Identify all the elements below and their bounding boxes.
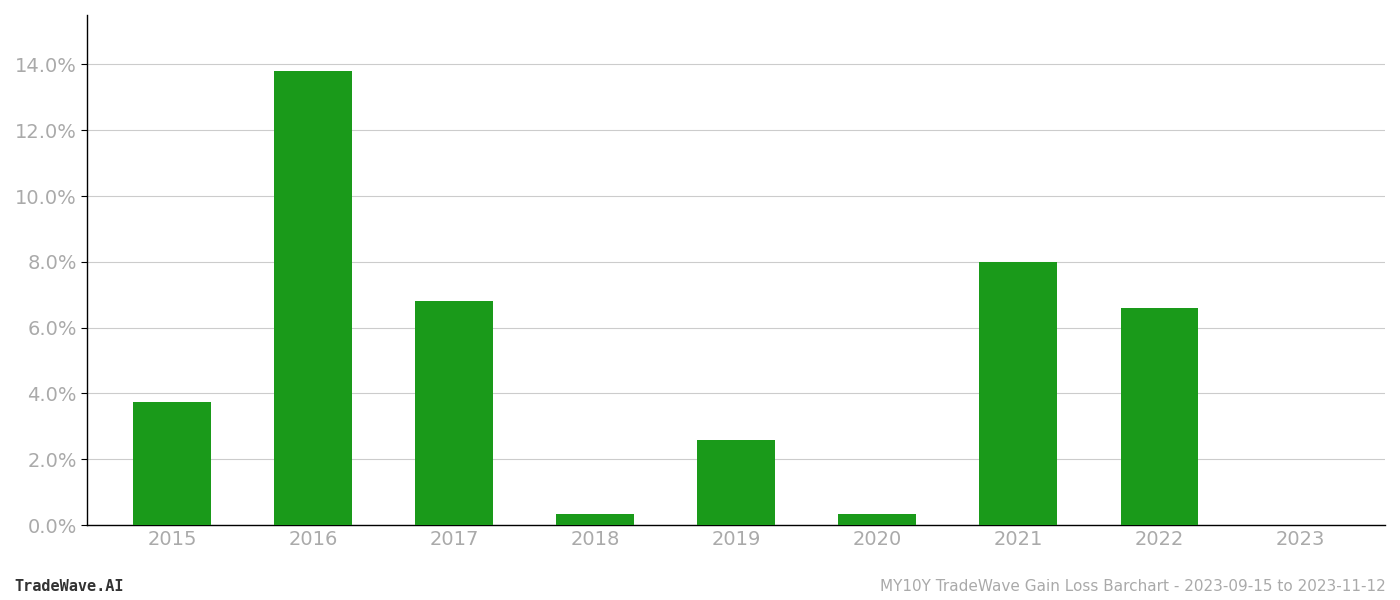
Bar xyxy=(980,262,1057,525)
Bar xyxy=(274,71,351,525)
Bar xyxy=(133,402,211,525)
Text: TradeWave.AI: TradeWave.AI xyxy=(14,579,123,594)
Text: MY10Y TradeWave Gain Loss Barchart - 2023-09-15 to 2023-11-12: MY10Y TradeWave Gain Loss Barchart - 202… xyxy=(881,579,1386,594)
Bar xyxy=(556,514,634,525)
Bar xyxy=(839,514,916,525)
Bar xyxy=(697,440,776,525)
Bar xyxy=(416,301,493,525)
Bar xyxy=(1120,308,1198,525)
